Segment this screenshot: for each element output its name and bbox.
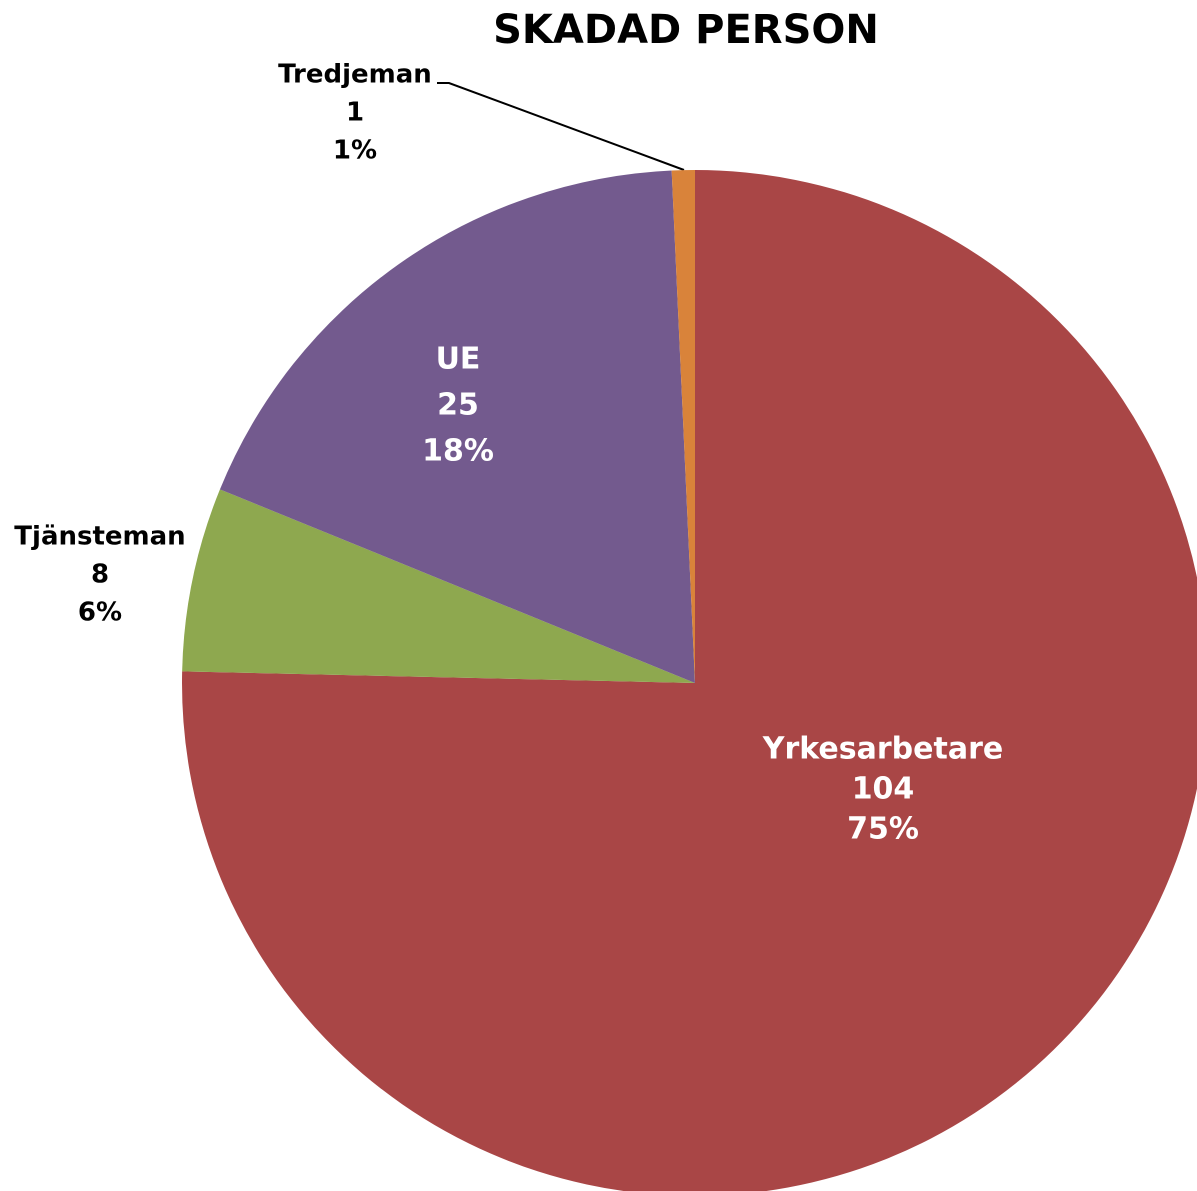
slice-label: UE <box>436 342 481 377</box>
slice-percent: 18% <box>422 434 494 469</box>
slice-percent: 75% <box>847 812 919 847</box>
leader-line <box>437 82 685 171</box>
slice-value: 8 <box>91 560 109 590</box>
slice-label: Tredjeman <box>278 60 432 90</box>
pie-slice <box>671 170 695 683</box>
slice-value: 104 <box>852 772 915 807</box>
slice-value: 25 <box>437 388 479 423</box>
slice-value: 1 <box>346 98 364 128</box>
slice-percent: 6% <box>78 598 122 628</box>
slice-label: Yrkesarbetare <box>762 732 1003 767</box>
pie-slice <box>182 489 695 683</box>
slice-label: Tjänsteman <box>14 522 185 552</box>
pie-slice <box>219 170 695 684</box>
chart-title: SKADAD PERSON <box>493 7 879 53</box>
pie-slice <box>182 170 1197 1191</box>
slice-percent: 1% <box>333 136 377 166</box>
